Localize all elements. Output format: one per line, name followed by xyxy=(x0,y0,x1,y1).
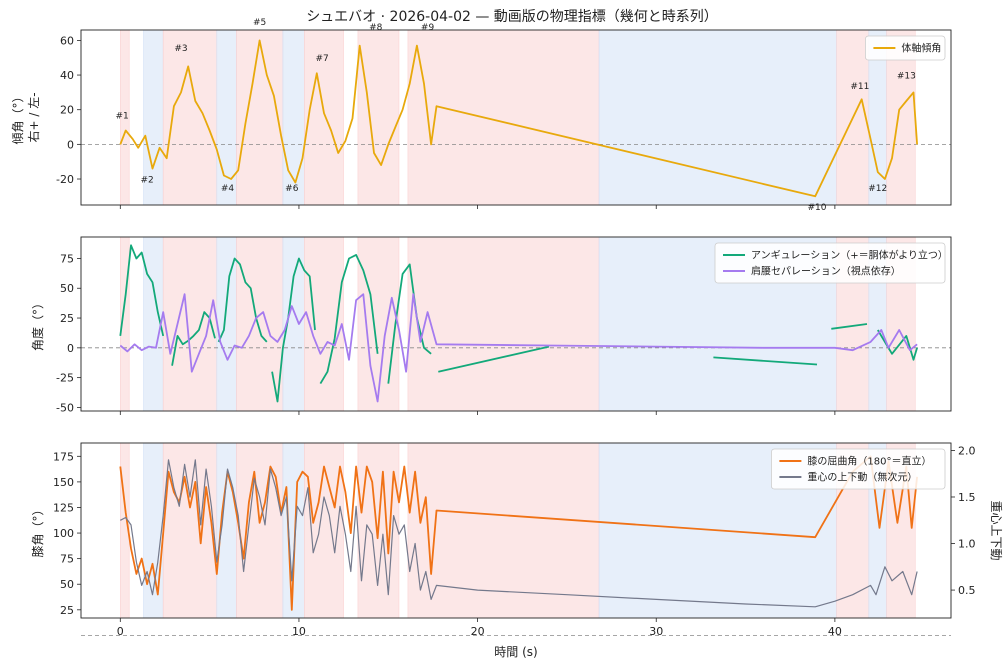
series-lines xyxy=(119,39,918,198)
peak-annotation: #12 xyxy=(868,184,887,194)
y-tick-label: 75 xyxy=(60,252,74,265)
plot-frame xyxy=(80,442,952,619)
y-tick-label: 0 xyxy=(67,342,74,355)
series-lines xyxy=(119,244,918,403)
legend: 膝の屈曲角（180°＝直立） 重心の上下動（無次元） xyxy=(771,448,946,490)
y-tick-label: 0 xyxy=(67,138,74,151)
phase-band xyxy=(304,30,344,205)
peak-annotation: #11 xyxy=(850,82,869,92)
legend-label: 体軸傾角 xyxy=(901,42,941,55)
peak-annotation: #1 xyxy=(115,111,128,121)
y-tick-label: -25 xyxy=(56,372,74,385)
phase-bands xyxy=(120,30,916,205)
y-tick-label: -20 xyxy=(56,173,74,186)
peak-annotation: #8 xyxy=(369,23,383,33)
y-tick-label: 25 xyxy=(60,604,74,617)
y2-tick-label: 1.0 xyxy=(958,538,976,551)
y-axis-label: 角度（°） xyxy=(30,297,45,351)
phase-band xyxy=(236,443,284,618)
y-tick-label: 50 xyxy=(60,578,74,591)
legend: アンギュレーション（+＝胴体がより立つ） 肩腰セパレーション（視点依存） xyxy=(714,242,948,284)
phase-bands xyxy=(120,237,916,411)
y-tick-label: 40 xyxy=(60,69,74,82)
phase-band xyxy=(236,237,284,411)
series-lines xyxy=(119,455,918,611)
series-line-2 xyxy=(119,293,918,403)
phase-band xyxy=(407,237,600,411)
x-tick-label: 40 xyxy=(828,625,842,638)
peak-annotation: #13 xyxy=(897,72,916,82)
legend-box xyxy=(714,242,946,284)
phase-band xyxy=(407,30,600,205)
plot-frame xyxy=(80,236,952,412)
x-tick-label: 30 xyxy=(649,625,663,638)
y2-tick-label: 1.5 xyxy=(958,491,976,504)
phase-band xyxy=(357,30,400,205)
x-tick-label: 10 xyxy=(292,625,306,638)
legend-box xyxy=(865,35,946,61)
phase-band xyxy=(120,237,130,411)
y2-tick-label: 2.0 xyxy=(958,444,976,457)
peak-annotation: #4 xyxy=(221,184,235,194)
y-tick-label: 50 xyxy=(60,282,74,295)
y-tick-label: -50 xyxy=(56,401,74,414)
phase-band xyxy=(282,443,305,618)
peak-annotation: #5 xyxy=(253,18,266,28)
legend: 体軸傾角 xyxy=(865,35,946,61)
legend-label: 膝の屈曲角（180°＝直立） xyxy=(807,455,931,468)
series-line-1 xyxy=(119,244,918,403)
y-tick-label: 75 xyxy=(60,553,74,566)
x-tick-label: 0 xyxy=(117,625,124,638)
y-tick-label: 150 xyxy=(53,476,74,489)
phase-band xyxy=(357,237,400,411)
y-tick-label: 175 xyxy=(53,450,74,463)
series-line-1 xyxy=(119,39,918,198)
y-axis-label-right: 重心上下動 xyxy=(989,500,1003,560)
phase-band xyxy=(120,30,130,205)
panel-1: 60 40 20 0 -20 傾角（°） 右+ / 左- #1 #2 #3 #4 #5 #6 #7 #8 #9… xyxy=(11,18,952,213)
y-axis-label: 膝角（°） xyxy=(31,503,45,557)
y-axis-label-2: 右+ / 左- xyxy=(26,92,41,142)
phase-band xyxy=(162,443,218,618)
y2-tick-label: 0.5 xyxy=(958,584,976,597)
y-tick-label: 25 xyxy=(60,312,74,325)
phase-band xyxy=(216,30,237,205)
panel-2: 75 50 25 0 -25 -50 角度（°） アンギュレーション（+＝胴体がより立つ） 肩腰… xyxy=(30,236,952,415)
series-line-2 xyxy=(120,459,918,608)
panel-3: 175 150 125 100 75 50 25 2.0 1.5 1.0 0.5 0 10 20 30 40 膝… xyxy=(31,442,1003,638)
x-tick-label: 20 xyxy=(471,625,485,638)
peak-annotation: #3 xyxy=(174,44,187,54)
phase-band xyxy=(407,443,600,618)
x-axis-label: 時間 (s) xyxy=(494,645,537,659)
peak-annotation: #9 xyxy=(421,23,435,33)
phase-band xyxy=(162,30,218,205)
peak-annotation: #7 xyxy=(316,54,329,64)
legend-label: 肩腰セパレーション（視点依存） xyxy=(751,265,901,278)
peak-annotation: #10 xyxy=(808,203,827,213)
phase-band xyxy=(598,30,837,205)
y-axis-label: 傾角（°） xyxy=(11,90,25,144)
y-tick-label: 100 xyxy=(53,527,74,540)
peak-annotation: #2 xyxy=(140,175,153,185)
phase-band xyxy=(236,30,284,205)
y-tick-label: 60 xyxy=(60,34,74,47)
plot-frame xyxy=(80,29,952,206)
chart-title: シュエバオ · 2026-04-02 — 動画版の物理指標（幾何と時系列） xyxy=(306,9,718,25)
y-tick-label: 125 xyxy=(53,501,74,514)
y-tick-label: 20 xyxy=(60,104,74,117)
legend-box xyxy=(771,448,946,490)
legend-label: アンギュレーション（+＝胴体がより立つ） xyxy=(751,249,948,262)
peak-annotation: #6 xyxy=(285,184,299,194)
legend-label: 重心の上下動（無次元） xyxy=(807,471,917,484)
